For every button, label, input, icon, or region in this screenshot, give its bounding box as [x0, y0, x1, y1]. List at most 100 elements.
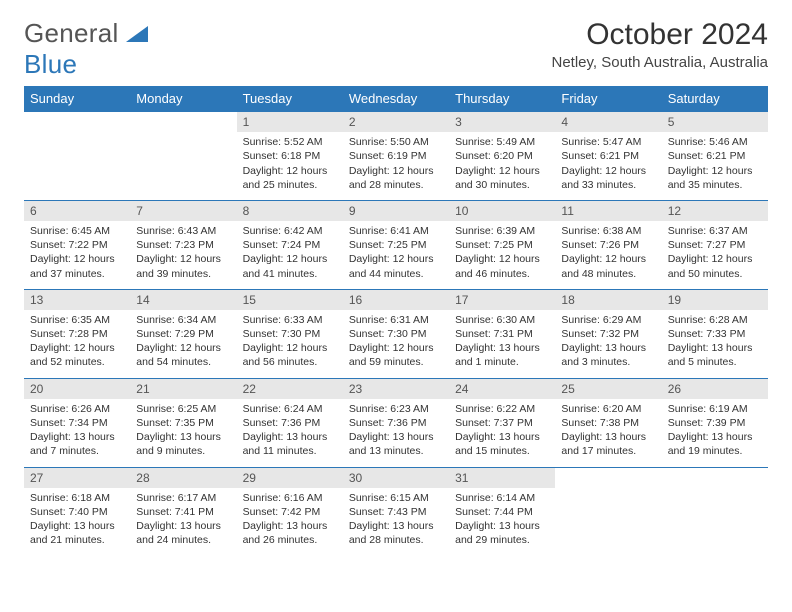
day-body: Sunrise: 6:22 AMSunset: 7:37 PMDaylight:… [449, 399, 555, 467]
calendar-cell: 6Sunrise: 6:45 AMSunset: 7:22 PMDaylight… [24, 200, 130, 289]
day-sunset: Sunset: 6:21 PM [668, 149, 762, 163]
day-sunset: Sunset: 7:25 PM [349, 238, 443, 252]
day-body: Sunrise: 6:34 AMSunset: 7:29 PMDaylight:… [130, 310, 236, 378]
day-day2: and 52 minutes. [30, 355, 124, 369]
day-body: Sunrise: 6:43 AMSunset: 7:23 PMDaylight:… [130, 221, 236, 289]
day-body: Sunrise: 6:25 AMSunset: 7:35 PMDaylight:… [130, 399, 236, 467]
day-sunset: Sunset: 7:41 PM [136, 505, 230, 519]
calendar-cell: 4Sunrise: 5:47 AMSunset: 6:21 PMDaylight… [555, 112, 661, 201]
day-number: 7 [130, 201, 236, 221]
day-sunrise: Sunrise: 6:35 AM [30, 313, 124, 327]
day-sunset: Sunset: 7:27 PM [668, 238, 762, 252]
day-body: Sunrise: 6:20 AMSunset: 7:38 PMDaylight:… [555, 399, 661, 467]
day-day2: and 25 minutes. [243, 178, 337, 192]
day-body: Sunrise: 6:24 AMSunset: 7:36 PMDaylight:… [237, 399, 343, 467]
brand-top: General [24, 18, 119, 48]
day-body: Sunrise: 6:41 AMSunset: 7:25 PMDaylight:… [343, 221, 449, 289]
weekday-header: Monday [130, 86, 236, 112]
day-sunrise: Sunrise: 6:43 AM [136, 224, 230, 238]
triangle-icon [126, 26, 148, 42]
day-sunset: Sunset: 6:21 PM [561, 149, 655, 163]
day-sunset: Sunset: 7:34 PM [30, 416, 124, 430]
day-sunrise: Sunrise: 6:38 AM [561, 224, 655, 238]
day-day2: and 5 minutes. [668, 355, 762, 369]
day-sunrise: Sunrise: 6:39 AM [455, 224, 549, 238]
calendar-cell: 27Sunrise: 6:18 AMSunset: 7:40 PMDayligh… [24, 467, 130, 555]
calendar-cell: 13Sunrise: 6:35 AMSunset: 7:28 PMDayligh… [24, 289, 130, 378]
calendar-cell: 16Sunrise: 6:31 AMSunset: 7:30 PMDayligh… [343, 289, 449, 378]
day-number: 18 [555, 290, 661, 310]
calendar-cell: 11Sunrise: 6:38 AMSunset: 7:26 PMDayligh… [555, 200, 661, 289]
day-day2: and 1 minute. [455, 355, 549, 369]
day-day1: Daylight: 12 hours [561, 164, 655, 178]
day-day2: and 21 minutes. [30, 533, 124, 547]
day-sunset: Sunset: 6:20 PM [455, 149, 549, 163]
calendar-cell: 5Sunrise: 5:46 AMSunset: 6:21 PMDaylight… [662, 112, 768, 201]
day-sunset: Sunset: 7:29 PM [136, 327, 230, 341]
day-sunset: Sunset: 7:43 PM [349, 505, 443, 519]
day-day1: Daylight: 13 hours [30, 430, 124, 444]
day-body: Sunrise: 6:37 AMSunset: 7:27 PMDaylight:… [662, 221, 768, 289]
day-day2: and 19 minutes. [668, 444, 762, 458]
day-number: 2 [343, 112, 449, 132]
day-sunrise: Sunrise: 6:37 AM [668, 224, 762, 238]
day-body: Sunrise: 6:38 AMSunset: 7:26 PMDaylight:… [555, 221, 661, 289]
day-day2: and 28 minutes. [349, 178, 443, 192]
day-sunset: Sunset: 7:26 PM [561, 238, 655, 252]
day-number: 13 [24, 290, 130, 310]
calendar-cell: 30Sunrise: 6:15 AMSunset: 7:43 PMDayligh… [343, 467, 449, 555]
day-day1: Daylight: 13 hours [349, 430, 443, 444]
calendar-cell: 17Sunrise: 6:30 AMSunset: 7:31 PMDayligh… [449, 289, 555, 378]
day-body: Sunrise: 6:19 AMSunset: 7:39 PMDaylight:… [662, 399, 768, 467]
day-day1: Daylight: 13 hours [668, 430, 762, 444]
header: General Blue October 2024 Netley, South … [24, 18, 768, 80]
title-block: October 2024 Netley, South Australia, Au… [551, 18, 768, 71]
weekday-header: Wednesday [343, 86, 449, 112]
day-number: 21 [130, 379, 236, 399]
day-day1: Daylight: 12 hours [561, 252, 655, 266]
day-sunset: Sunset: 7:40 PM [30, 505, 124, 519]
day-day2: and 35 minutes. [668, 178, 762, 192]
day-sunrise: Sunrise: 6:42 AM [243, 224, 337, 238]
day-day1: Daylight: 13 hours [136, 519, 230, 533]
calendar-cell: 31Sunrise: 6:14 AMSunset: 7:44 PMDayligh… [449, 467, 555, 555]
day-number: 27 [24, 468, 130, 488]
day-sunset: Sunset: 7:36 PM [243, 416, 337, 430]
day-day2: and 11 minutes. [243, 444, 337, 458]
day-body: Sunrise: 6:39 AMSunset: 7:25 PMDaylight:… [449, 221, 555, 289]
day-number: 1 [237, 112, 343, 132]
day-sunrise: Sunrise: 6:17 AM [136, 491, 230, 505]
day-number: 29 [237, 468, 343, 488]
day-number: 26 [662, 379, 768, 399]
calendar-cell: 15Sunrise: 6:33 AMSunset: 7:30 PMDayligh… [237, 289, 343, 378]
day-day1: Daylight: 13 hours [561, 341, 655, 355]
day-sunset: Sunset: 7:36 PM [349, 416, 443, 430]
day-day1: Daylight: 12 hours [349, 164, 443, 178]
day-day1: Daylight: 12 hours [243, 164, 337, 178]
day-body: Sunrise: 5:52 AMSunset: 6:18 PMDaylight:… [237, 132, 343, 200]
day-number: 30 [343, 468, 449, 488]
day-day2: and 3 minutes. [561, 355, 655, 369]
day-body: Sunrise: 6:45 AMSunset: 7:22 PMDaylight:… [24, 221, 130, 289]
page-subtitle: Netley, South Australia, Australia [551, 54, 768, 71]
weekday-header: Friday [555, 86, 661, 112]
brand-logo: General Blue [24, 18, 148, 80]
calendar-row: 20Sunrise: 6:26 AMSunset: 7:34 PMDayligh… [24, 378, 768, 467]
weekday-header: Tuesday [237, 86, 343, 112]
day-body: Sunrise: 6:42 AMSunset: 7:24 PMDaylight:… [237, 221, 343, 289]
day-sunrise: Sunrise: 6:23 AM [349, 402, 443, 416]
day-body: Sunrise: 6:33 AMSunset: 7:30 PMDaylight:… [237, 310, 343, 378]
calendar-row: 27Sunrise: 6:18 AMSunset: 7:40 PMDayligh… [24, 467, 768, 555]
day-day2: and 17 minutes. [561, 444, 655, 458]
day-sunrise: Sunrise: 6:25 AM [136, 402, 230, 416]
calendar-cell: 14Sunrise: 6:34 AMSunset: 7:29 PMDayligh… [130, 289, 236, 378]
day-day1: Daylight: 12 hours [455, 252, 549, 266]
day-body: Sunrise: 6:16 AMSunset: 7:42 PMDaylight:… [237, 488, 343, 556]
day-body: Sunrise: 6:18 AMSunset: 7:40 PMDaylight:… [24, 488, 130, 556]
day-number: 20 [24, 379, 130, 399]
calendar-cell: 19Sunrise: 6:28 AMSunset: 7:33 PMDayligh… [662, 289, 768, 378]
day-number: 3 [449, 112, 555, 132]
day-body: Sunrise: 6:30 AMSunset: 7:31 PMDaylight:… [449, 310, 555, 378]
day-number: 5 [662, 112, 768, 132]
day-sunrise: Sunrise: 5:46 AM [668, 135, 762, 149]
